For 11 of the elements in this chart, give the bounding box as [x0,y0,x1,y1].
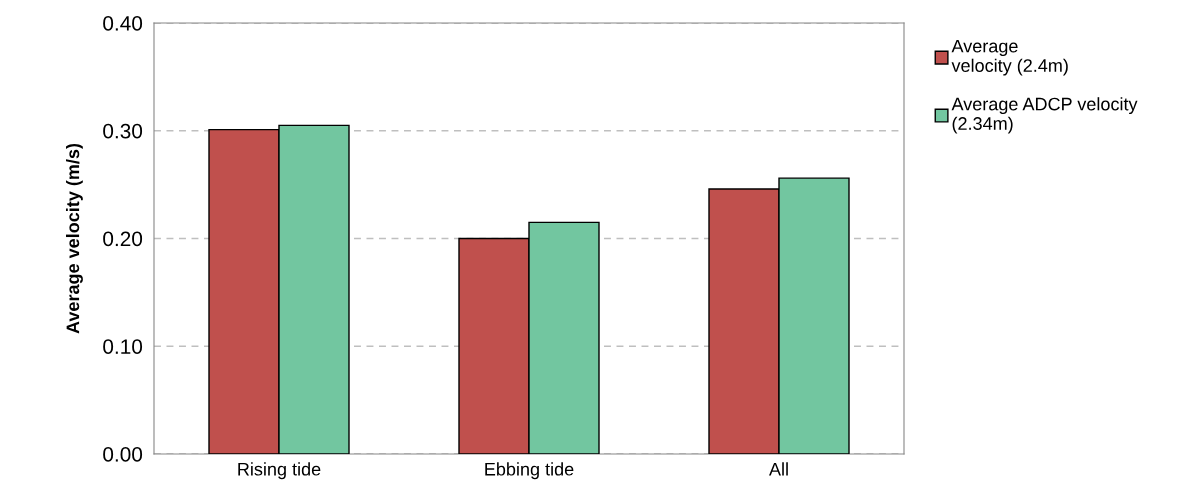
x-tick-label: All [769,462,788,476]
y-tick-label: 0.00 [103,447,143,462]
legend-label: Average ADCP velocity (2.34m) [951,97,1138,134]
y-tick-label: 0.30 [103,123,143,139]
legend-label: Average velocity (2.4m) [951,39,1068,76]
y-tick-label: 0.10 [103,339,143,354]
x-tick-label: Ebbing tide [485,462,574,480]
y-axis-title: Average velocity (m/s) [65,143,83,334]
y-tick-label: 0.40 [103,16,143,31]
y-tick-label: 0.20 [103,231,143,247]
x-tick-label: Rising tide [238,462,321,480]
